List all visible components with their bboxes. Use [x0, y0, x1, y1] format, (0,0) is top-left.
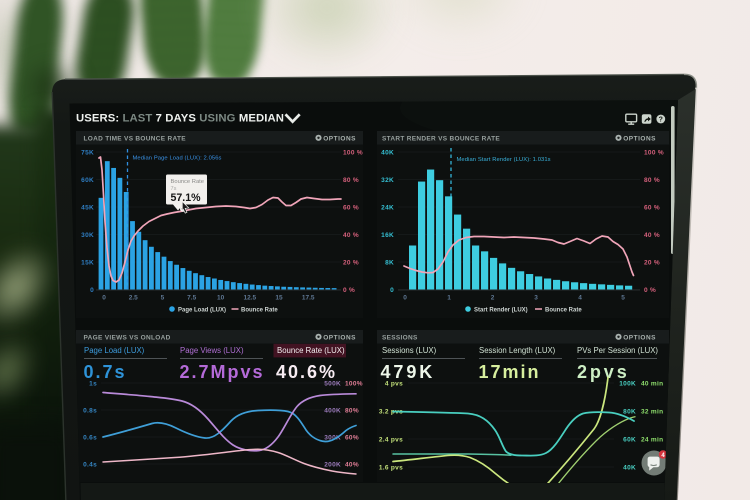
svg-text:0 %: 0 %	[644, 287, 656, 294]
svg-text:PAGE VIEWS VS ONLOAD: PAGE VIEWS VS ONLOAD	[84, 335, 171, 342]
svg-text:12.5: 12.5	[243, 295, 256, 302]
svg-text:32K: 32K	[381, 177, 394, 184]
svg-text:100 %: 100 %	[644, 149, 664, 156]
svg-text:80%: 80%	[345, 407, 359, 414]
svg-text:Bounce Rate: Bounce Rate	[171, 179, 205, 185]
svg-text:SESSIONS: SESSIONS	[382, 335, 418, 342]
svg-text:100%: 100%	[345, 380, 363, 387]
svg-text:Median Start Render (LUX): 1.0: Median Start Render (LUX): 1.031s	[457, 157, 551, 163]
svg-text:100K: 100K	[619, 380, 636, 387]
svg-text:0.6s: 0.6s	[83, 434, 97, 441]
svg-text:15K: 15K	[81, 259, 94, 266]
svg-text:0: 0	[390, 287, 394, 294]
svg-text:2: 2	[491, 295, 495, 302]
svg-text:40 %: 40 %	[644, 232, 660, 239]
svg-text:60 %: 60 %	[644, 204, 660, 211]
svg-text:60K: 60K	[81, 177, 94, 184]
svg-text:USERS: LAST 7 DAYS USING MEDIA: USERS: LAST 7 DAYS USING MEDIAN	[76, 113, 284, 125]
svg-text:45K: 45K	[81, 204, 94, 211]
svg-text:100 %: 100 %	[343, 149, 363, 156]
svg-text:7s: 7s	[171, 186, 177, 192]
svg-text:400K: 400K	[324, 407, 341, 414]
svg-text:0.8s: 0.8s	[83, 407, 97, 414]
svg-text:24 min: 24 min	[641, 436, 663, 443]
svg-text:4: 4	[578, 295, 582, 302]
svg-text:Page Views (LUX): Page Views (LUX)	[180, 346, 244, 355]
svg-text:3.2 pvs: 3.2 pvs	[379, 408, 403, 415]
svg-text:LOAD TIME VS BOUNCE RATE: LOAD TIME VS BOUNCE RATE	[84, 136, 187, 143]
svg-text:0.4s: 0.4s	[83, 461, 97, 468]
svg-text:2.7Mpvs: 2.7Mpvs	[180, 362, 265, 382]
svg-text:24K: 24K	[381, 204, 394, 211]
svg-text:OPTIONS: OPTIONS	[323, 335, 356, 342]
svg-text:40.6%: 40.6%	[276, 362, 337, 382]
svg-text:40K: 40K	[381, 149, 394, 156]
svg-text:75K: 75K	[81, 149, 94, 156]
svg-text:Page Load (LUX): Page Load (LUX)	[84, 346, 145, 355]
svg-text:Start Render (LUX): Start Render (LUX)	[474, 307, 528, 313]
svg-text:0.7s: 0.7s	[84, 362, 127, 382]
svg-text:80 %: 80 %	[644, 177, 660, 184]
svg-text:20 %: 20 %	[644, 259, 660, 266]
svg-text:0 %: 0 %	[343, 287, 355, 294]
svg-text:Median Page Load (LUX): 2.056s: Median Page Load (LUX): 2.056s	[133, 155, 222, 161]
svg-text:START RENDER VS BOUNCE RATE: START RENDER VS BOUNCE RATE	[382, 136, 500, 143]
svg-text:500K: 500K	[324, 380, 341, 387]
svg-text:Bounce Rate: Bounce Rate	[545, 307, 582, 313]
svg-text:Page Load (LUX): Page Load (LUX)	[178, 307, 226, 313]
svg-text:40 min: 40 min	[641, 380, 663, 387]
svg-text:1s: 1s	[89, 380, 97, 387]
svg-text:200K: 200K	[324, 461, 341, 468]
svg-text:15: 15	[275, 295, 283, 302]
svg-text:479K: 479K	[381, 362, 436, 382]
svg-text:OPTIONS: OPTIONS	[323, 136, 356, 143]
svg-text:OPTIONS: OPTIONS	[623, 335, 656, 342]
svg-text:1.6 pvs: 1.6 pvs	[379, 464, 403, 471]
svg-text:4 pvs: 4 pvs	[385, 380, 403, 387]
svg-text:1: 1	[447, 295, 451, 302]
svg-text:OPTIONS: OPTIONS	[623, 136, 656, 143]
svg-text:3: 3	[534, 295, 538, 302]
svg-text:2.4 pvs: 2.4 pvs	[379, 436, 403, 443]
svg-text:17min: 17min	[479, 362, 541, 382]
svg-text:60K: 60K	[623, 436, 636, 443]
svg-text:Bounce Rate (LUX): Bounce Rate (LUX)	[277, 346, 345, 355]
svg-text:60 %: 60 %	[343, 204, 359, 211]
svg-text:20 %: 20 %	[343, 259, 359, 266]
svg-text:?: ?	[659, 117, 663, 124]
svg-text:40%: 40%	[345, 461, 359, 468]
svg-text:Session Length (LUX): Session Length (LUX)	[479, 346, 556, 355]
svg-text:0: 0	[102, 295, 106, 302]
svg-text:80 %: 80 %	[343, 177, 359, 184]
svg-text:16K: 16K	[381, 232, 394, 239]
svg-text:17.5: 17.5	[302, 295, 315, 302]
svg-text:5: 5	[621, 295, 625, 302]
svg-text:0: 0	[403, 295, 407, 302]
svg-text:4: 4	[661, 453, 665, 459]
svg-text:2.5: 2.5	[129, 295, 138, 302]
svg-text:40 %: 40 %	[343, 232, 359, 239]
svg-text:300K: 300K	[324, 434, 341, 441]
svg-text:10: 10	[217, 295, 225, 302]
svg-text:7.5: 7.5	[187, 295, 196, 302]
svg-text:80K: 80K	[623, 408, 636, 415]
svg-text:5: 5	[161, 295, 165, 302]
svg-text:57.1%: 57.1%	[171, 192, 202, 204]
svg-text:8K: 8K	[385, 259, 394, 266]
svg-text:Bounce Rate: Bounce Rate	[241, 307, 278, 313]
svg-text:PVs Per Session (LUX): PVs Per Session (LUX)	[577, 346, 658, 355]
svg-text:30K: 30K	[81, 232, 94, 239]
svg-text:60%: 60%	[345, 434, 359, 441]
svg-text:Sessions (LUX): Sessions (LUX)	[382, 346, 437, 355]
svg-text:0: 0	[90, 287, 94, 294]
svg-text:40K: 40K	[623, 464, 636, 471]
svg-text:32 min: 32 min	[641, 408, 663, 415]
svg-text:2pvs: 2pvs	[577, 362, 630, 382]
